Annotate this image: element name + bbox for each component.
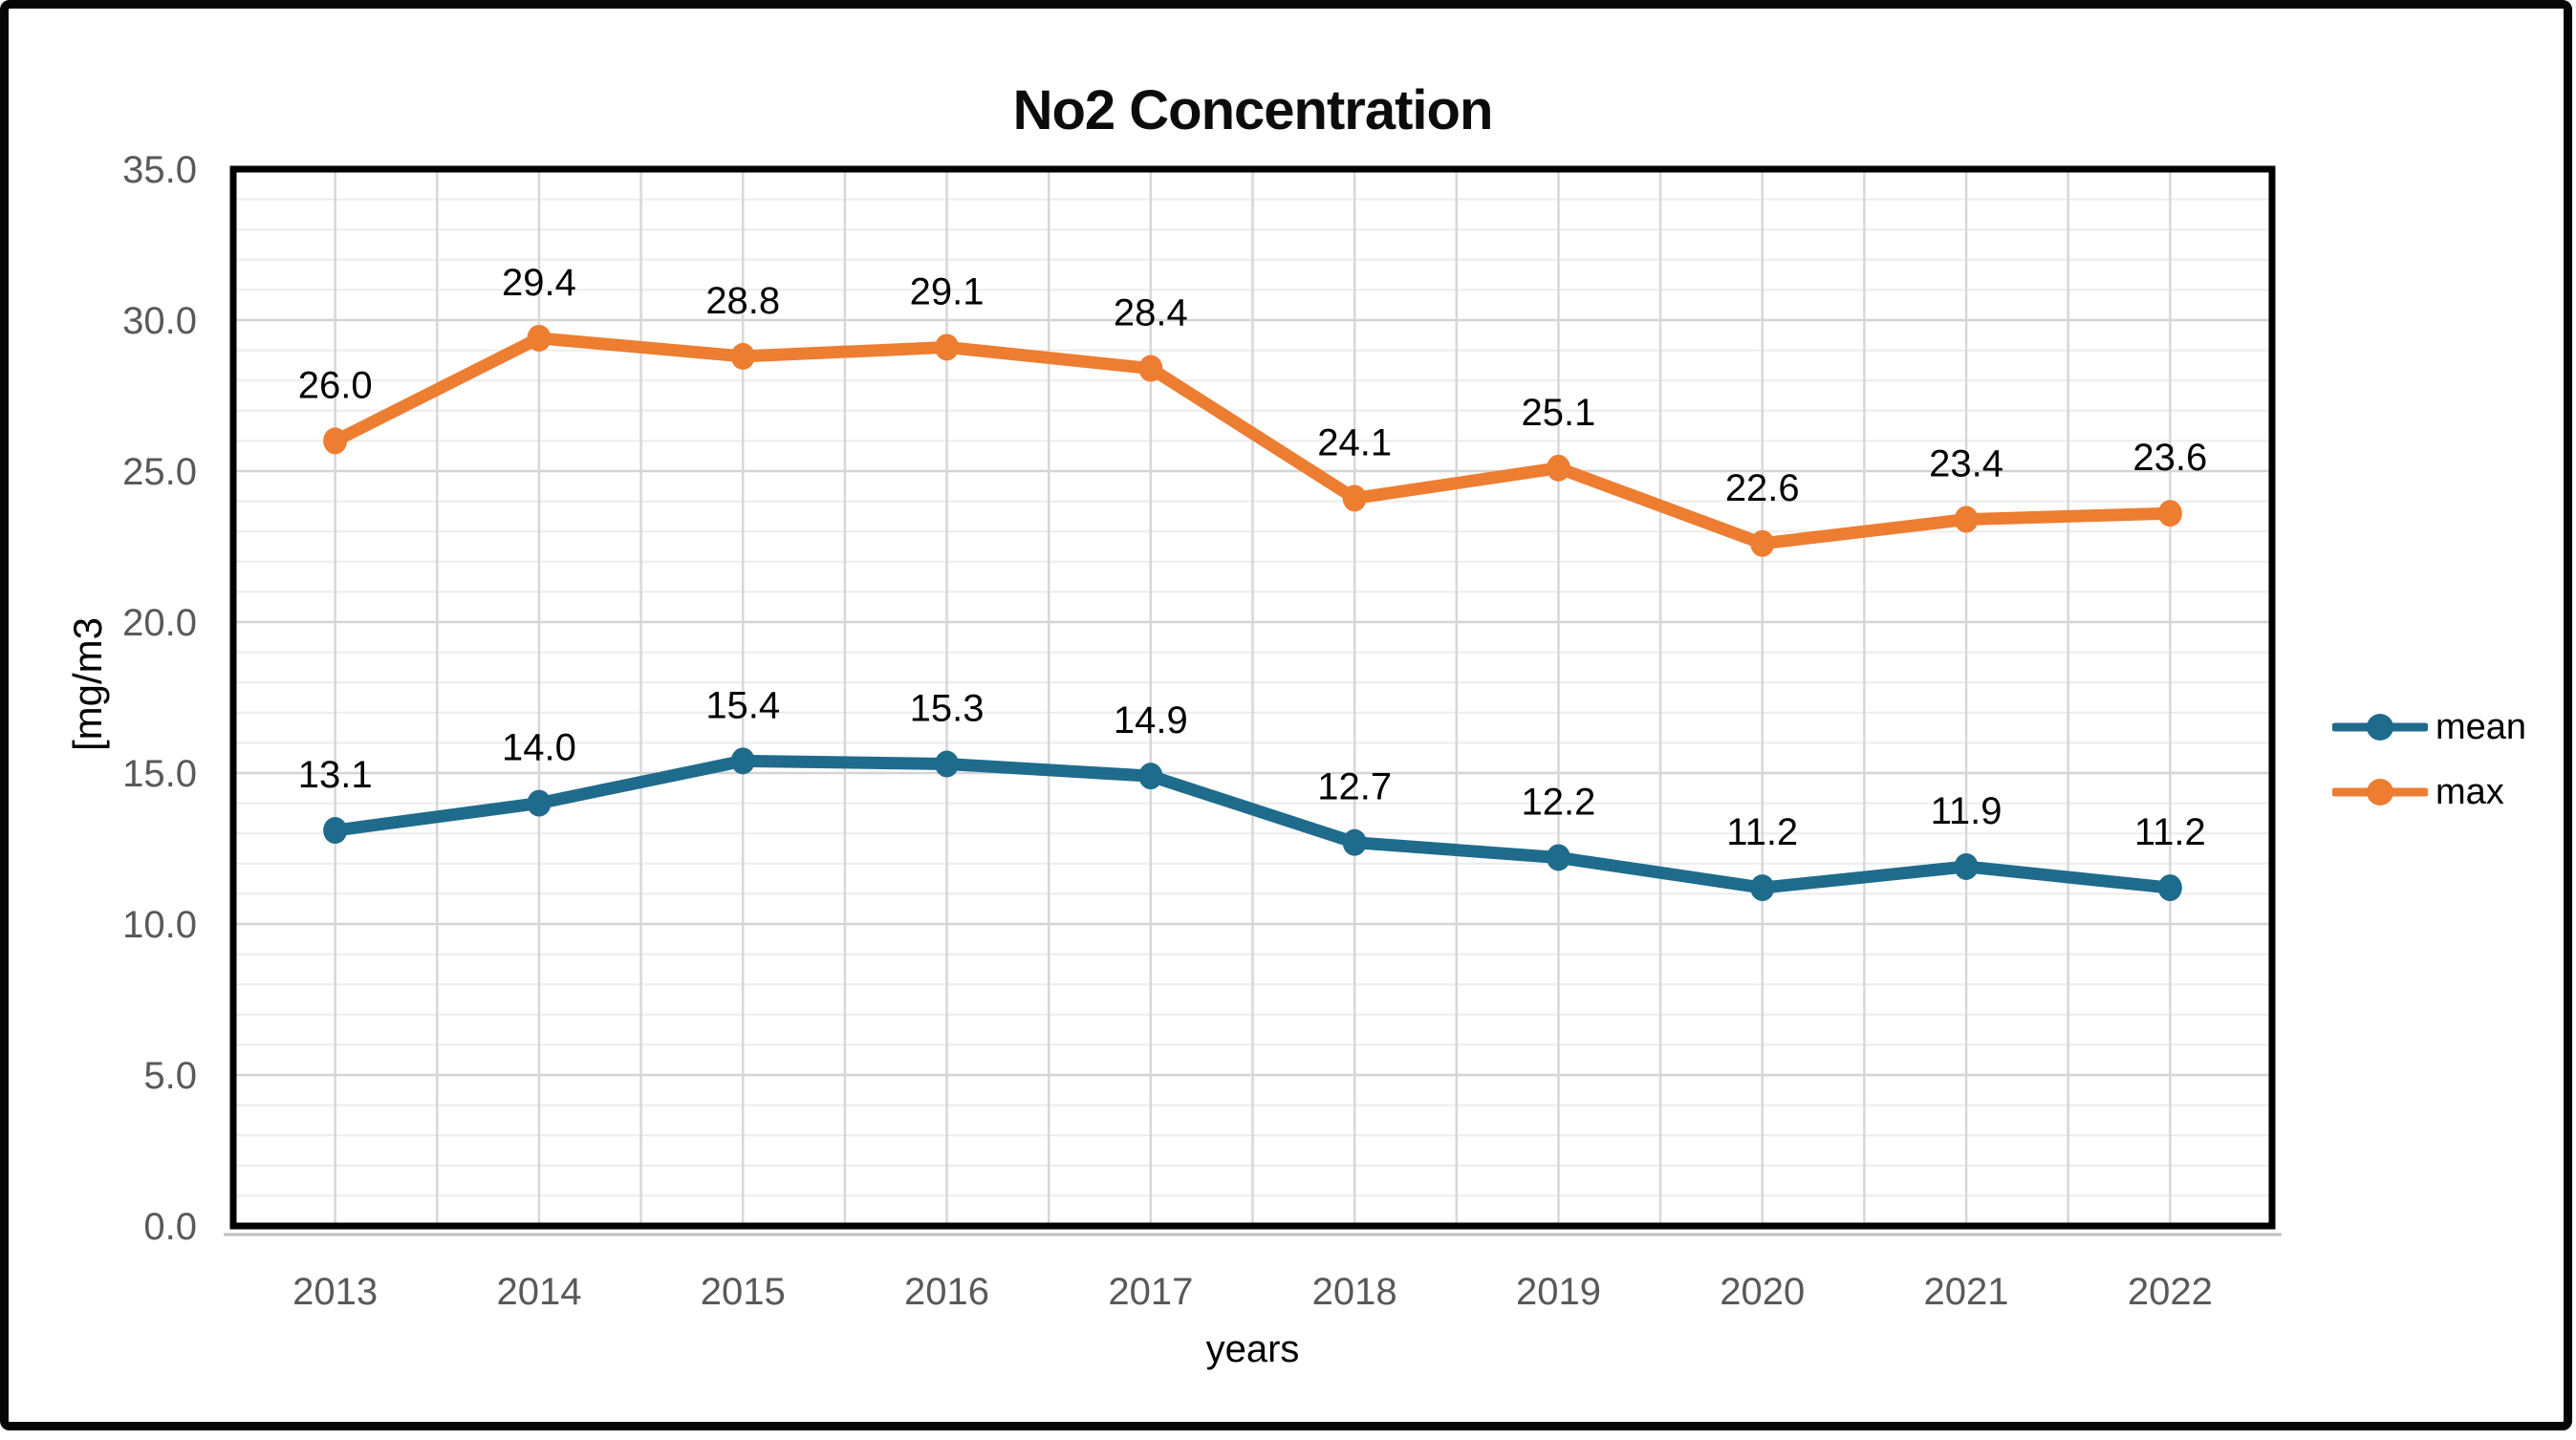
data-point-mean-2018 [1342, 828, 1367, 856]
data-label-mean-2020: 11.2 [1726, 811, 1798, 853]
x-tick-label: 2017 [1108, 1271, 1193, 1313]
data-label-max-2019: 25.1 [1522, 392, 1596, 434]
data-point-max-2019 [1546, 454, 1570, 482]
legend-label-mean: mean [2435, 707, 2527, 747]
x-tick-label: 2022 [2128, 1271, 2213, 1313]
data-label-max-2022: 23.6 [2132, 437, 2207, 479]
data-point-mean-2019 [1546, 844, 1570, 871]
x-tick-label: 2013 [292, 1271, 378, 1313]
data-point-mean-2017 [1138, 763, 1163, 790]
legend-marker-icon-max [2332, 779, 2428, 806]
legend: mean max [2332, 709, 2526, 810]
x-axis-title: years [1205, 1328, 1300, 1370]
data-label-max-2016: 29.1 [910, 270, 985, 312]
y-tick-label: 20.0 [122, 602, 197, 644]
data-point-max-2014 [527, 324, 552, 352]
data-label-mean-2016: 15.3 [910, 688, 985, 730]
data-label-max-2017: 28.4 [1114, 292, 1188, 334]
plot-border [229, 165, 2276, 1230]
data-point-max-2020 [1750, 529, 1775, 557]
chart-title: No2 Concentration [1012, 79, 1494, 141]
data-point-mean-2021 [1954, 852, 1979, 880]
x-tick-label: 2014 [496, 1271, 581, 1313]
legend-item-mean: mean [2332, 709, 2526, 745]
data-label-max-2020: 22.6 [1725, 467, 1800, 509]
y-tick-label: 35.0 [122, 149, 197, 191]
x-tick-label: 2018 [1312, 1271, 1397, 1313]
data-label-mean-2019: 12.2 [1522, 781, 1596, 823]
series-line-max [329, 332, 2176, 550]
data-label-mean-2018: 12.7 [1317, 766, 1392, 808]
x-tick-label: 2019 [1516, 1271, 1601, 1313]
series-line-mean [329, 754, 2176, 894]
data-point-mean-2014 [527, 789, 552, 817]
data-label-max-2018: 24.1 [1317, 421, 1392, 463]
data-label-mean-2022: 11.2 [2134, 811, 2206, 853]
y-tick-label: 25.0 [122, 451, 197, 493]
legend-marker-icon-mean [2332, 714, 2428, 741]
data-point-max-2016 [935, 333, 960, 361]
legend-label-max: max [2435, 772, 2504, 812]
data-point-mean-2015 [730, 747, 755, 775]
data-point-mean-2020 [1750, 874, 1775, 902]
data-point-mean-2016 [935, 750, 960, 778]
data-label-mean-2015: 15.4 [705, 684, 780, 726]
data-label-max-2015: 28.8 [705, 280, 780, 322]
x-tick-label: 2020 [1720, 1271, 1805, 1313]
y-tick-label: 30.0 [122, 300, 197, 342]
data-label-max-2021: 23.4 [1929, 443, 2003, 485]
data-label-mean-2014: 14.0 [502, 727, 576, 769]
legend-item-max: max [2332, 774, 2526, 810]
x-tick-label: 2016 [904, 1271, 989, 1313]
data-label-mean-2017: 14.9 [1114, 699, 1188, 741]
y-tick-label: 0.0 [143, 1206, 197, 1248]
data-label-max-2013: 26.0 [298, 364, 373, 406]
data-point-mean-2022 [2157, 874, 2182, 902]
x-tick-label: 2021 [1924, 1271, 2009, 1313]
data-label-mean-2013: 13.1 [298, 754, 373, 796]
y-tick-label: 15.0 [122, 753, 197, 795]
x-tick-label: 2015 [701, 1271, 786, 1313]
y-tick-label: 10.0 [122, 904, 197, 946]
data-point-max-2022 [2157, 500, 2182, 527]
data-point-max-2013 [323, 427, 348, 455]
y-axis-title: [mg/m3 [65, 616, 110, 752]
data-label-max-2014: 29.4 [502, 262, 576, 304]
data-label-mean-2021: 11.9 [1931, 790, 2002, 832]
data-point-max-2018 [1342, 484, 1367, 512]
data-point-mean-2013 [323, 817, 348, 845]
y-tick-label: 5.0 [143, 1055, 197, 1097]
data-point-max-2017 [1138, 355, 1163, 382]
data-point-max-2015 [730, 342, 755, 370]
data-point-max-2021 [1954, 505, 1979, 533]
